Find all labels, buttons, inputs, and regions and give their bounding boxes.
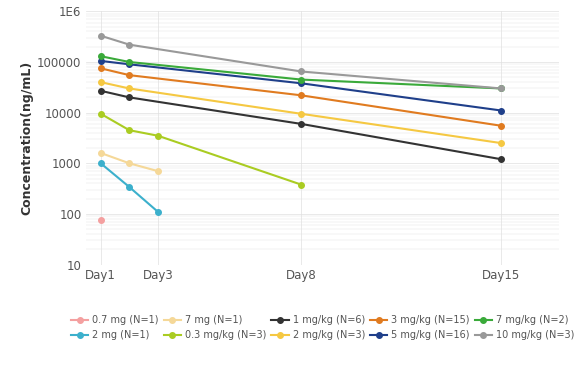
Y-axis label: Concentration(ng/mL): Concentration(ng/mL) xyxy=(20,61,33,215)
7 mg (N=1) xyxy=(126,161,133,166)
7 mg/kg (N=2) xyxy=(298,77,305,82)
5 mg/kg (N=16) xyxy=(97,59,104,63)
0.3 mg/kg (N=3) xyxy=(126,128,133,132)
3 mg/kg (N=15) xyxy=(97,66,104,71)
5 mg/kg (N=16) xyxy=(498,108,505,113)
7 mg (N=1) xyxy=(97,151,104,155)
2 mg/kg (N=3) xyxy=(126,86,133,91)
Line: 7 mg/kg (N=2): 7 mg/kg (N=2) xyxy=(98,53,504,91)
3 mg/kg (N=15) xyxy=(498,124,505,128)
0.3 mg/kg (N=3) xyxy=(97,112,104,116)
10 mg/kg (N=3) xyxy=(298,69,305,74)
0.3 mg/kg (N=3) xyxy=(298,182,305,187)
2 mg (N=1) xyxy=(126,185,133,189)
Legend: 0.7 mg (N=1), 2 mg (N=1), 7 mg (N=1), 0.3 mg/kg (N=3), 1 mg/kg (N=6), 2 mg/kg (N: 0.7 mg (N=1), 2 mg (N=1), 7 mg (N=1), 0.… xyxy=(71,315,574,340)
Line: 0.3 mg/kg (N=3): 0.3 mg/kg (N=3) xyxy=(98,111,304,187)
0.3 mg/kg (N=3) xyxy=(154,133,161,138)
Line: 3 mg/kg (N=15): 3 mg/kg (N=15) xyxy=(98,65,504,129)
Line: 1 mg/kg (N=6): 1 mg/kg (N=6) xyxy=(98,88,504,162)
Line: 5 mg/kg (N=16): 5 mg/kg (N=16) xyxy=(98,58,504,113)
1 mg/kg (N=6) xyxy=(97,88,104,93)
7 mg/kg (N=2) xyxy=(498,86,505,91)
2 mg/kg (N=3) xyxy=(97,80,104,84)
1 mg/kg (N=6) xyxy=(126,95,133,100)
10 mg/kg (N=3) xyxy=(97,34,104,38)
5 mg/kg (N=16) xyxy=(126,62,133,67)
1 mg/kg (N=6) xyxy=(298,122,305,126)
Line: 2 mg (N=1): 2 mg (N=1) xyxy=(98,161,161,215)
7 mg (N=1) xyxy=(154,169,161,174)
2 mg/kg (N=3) xyxy=(298,112,305,116)
10 mg/kg (N=3) xyxy=(126,42,133,47)
7 mg/kg (N=2) xyxy=(97,54,104,59)
Line: 7 mg (N=1): 7 mg (N=1) xyxy=(98,150,161,174)
Line: 10 mg/kg (N=3): 10 mg/kg (N=3) xyxy=(98,33,504,91)
2 mg/kg (N=3) xyxy=(498,141,505,146)
7 mg/kg (N=2) xyxy=(126,60,133,64)
3 mg/kg (N=15) xyxy=(298,93,305,98)
Line: 2 mg/kg (N=3): 2 mg/kg (N=3) xyxy=(98,79,504,146)
2 mg (N=1) xyxy=(97,161,104,166)
3 mg/kg (N=15) xyxy=(126,73,133,77)
10 mg/kg (N=3) xyxy=(498,86,505,91)
2 mg (N=1) xyxy=(154,209,161,214)
5 mg/kg (N=16) xyxy=(298,81,305,85)
1 mg/kg (N=6) xyxy=(498,157,505,161)
